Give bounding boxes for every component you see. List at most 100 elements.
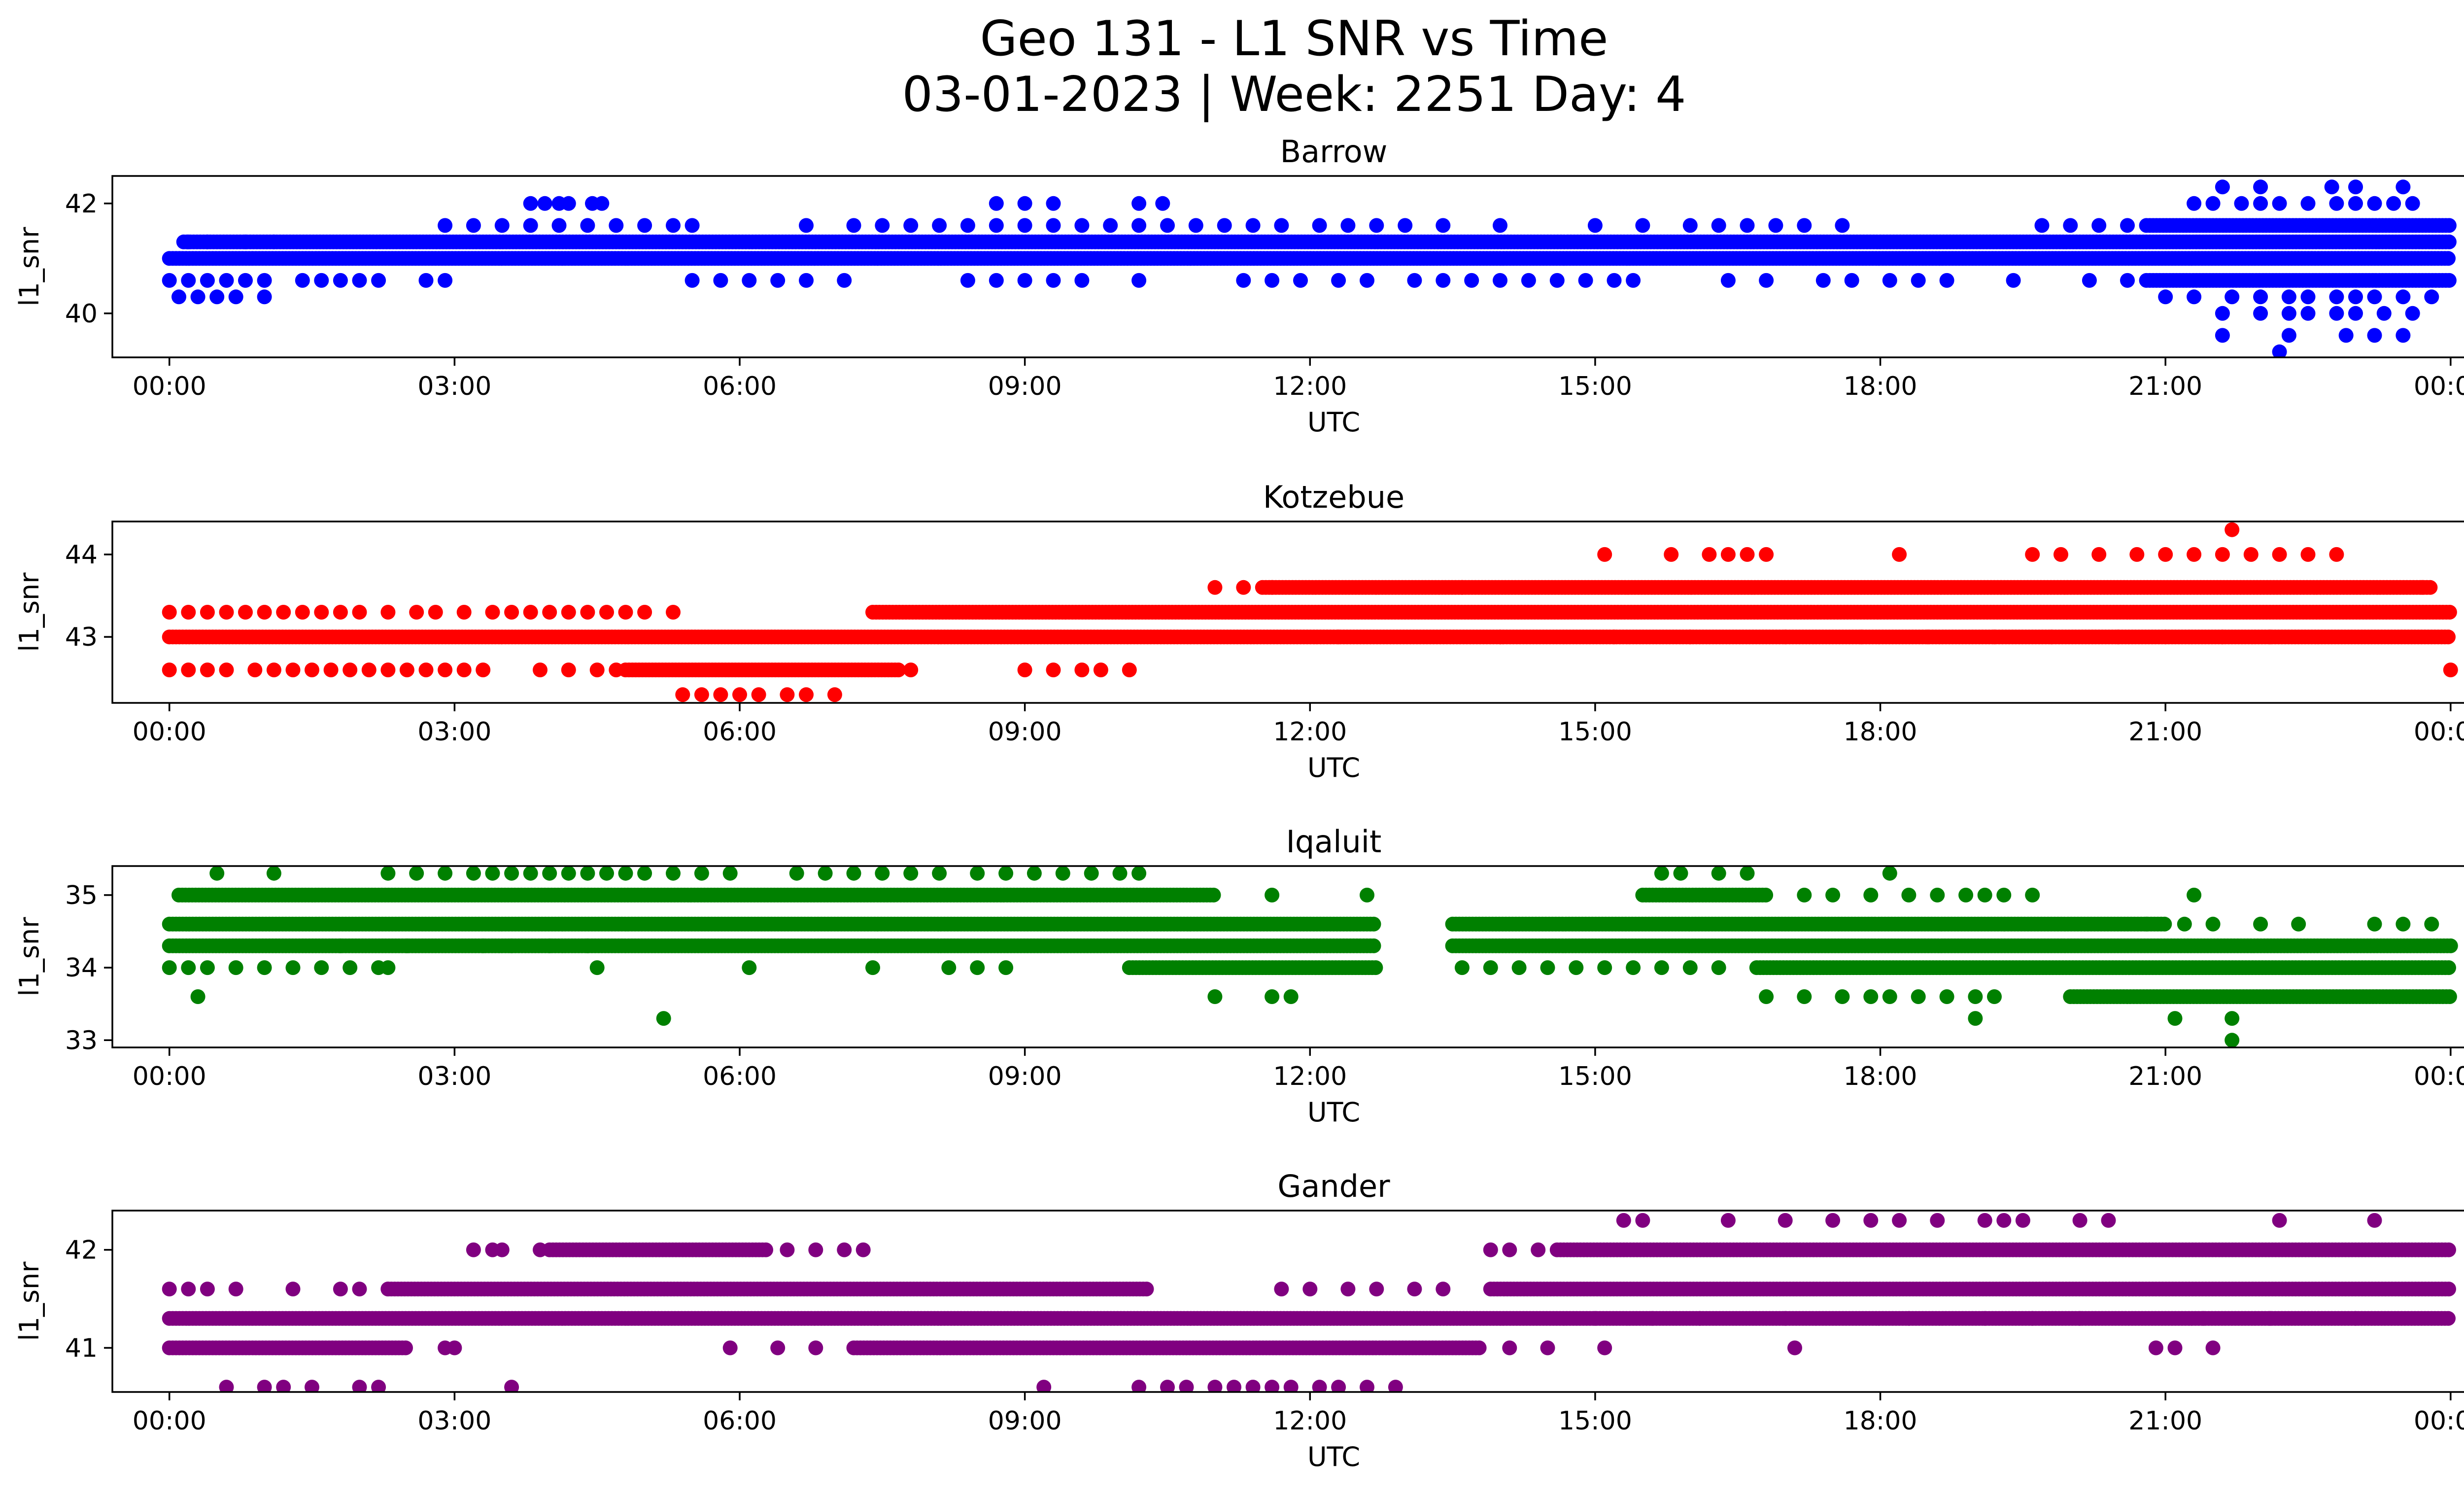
barrow-point xyxy=(200,234,215,249)
barrow-x-tick-label: 21:00 xyxy=(2128,372,2202,401)
kotzebue-point xyxy=(476,662,491,678)
kotzebue-point xyxy=(380,605,396,620)
kotzebue-point xyxy=(181,605,196,620)
barrow-point xyxy=(2215,306,2230,321)
barrow-point xyxy=(1131,218,1147,233)
kotzebue-point xyxy=(1607,629,1622,645)
kotzebue-point xyxy=(1778,629,1793,645)
barrow-point xyxy=(770,273,786,288)
barrow-point xyxy=(2367,289,2382,305)
figure-title-line1: Geo 131 - L1 SNR vs Time xyxy=(980,11,1608,67)
barrow-point xyxy=(1017,218,1032,233)
barrow-point xyxy=(438,273,453,288)
kotzebue-point xyxy=(219,662,234,678)
figure-title-line2: 03-01-2023 | Week: 2251 Day: 4 xyxy=(902,67,1686,123)
barrow-point xyxy=(960,218,975,233)
barrow-point xyxy=(238,273,253,288)
barrow-point xyxy=(2120,218,2135,233)
barrow-point xyxy=(684,218,700,233)
iqaluit-band-3 xyxy=(1122,960,1383,975)
barrow-point xyxy=(1103,218,1118,233)
barrow-point xyxy=(2234,196,2249,211)
kotzebue-point xyxy=(2272,547,2287,562)
barrow-point xyxy=(2396,328,2411,343)
barrow-point xyxy=(2034,218,2050,233)
barrow-point xyxy=(257,289,272,305)
kotzebue-point xyxy=(903,662,919,678)
barrow-point xyxy=(266,234,281,249)
kotzebue-point xyxy=(2262,629,2278,645)
kotzebue-point xyxy=(200,662,215,678)
barrow-point xyxy=(2215,328,2230,343)
kotzebue-point xyxy=(542,605,557,620)
barrow-point xyxy=(1768,218,1783,233)
barrow-point xyxy=(2386,196,2401,211)
kotzebue-point xyxy=(1682,629,1698,645)
barrow-point xyxy=(742,273,757,288)
barrow-point xyxy=(2272,344,2287,357)
barrow-point xyxy=(1607,273,1622,288)
kotzebue-point xyxy=(732,687,747,702)
kotzebue-point xyxy=(1122,662,1137,678)
iqaluit-band-0 xyxy=(171,887,1221,903)
kotzebue-point xyxy=(257,605,272,620)
barrow-point xyxy=(1245,218,1261,233)
kotzebue-point xyxy=(1854,629,1869,645)
kotzebue-point xyxy=(1265,580,1280,595)
subplot-barrow: 00:00 03:00 06:00 09:00 12:00 15:00 18:00 21:00… xyxy=(14,134,2464,438)
barrow-point xyxy=(2348,306,2363,321)
kotzebue-point xyxy=(2129,547,2145,562)
barrow-x-tick-label: 06:00 xyxy=(703,372,777,401)
kotzebue-point xyxy=(2187,547,2202,562)
kotzebue-point xyxy=(1017,662,1032,678)
kotzebue-point xyxy=(533,662,548,678)
kotzebue-y-axis-label: l1_snr xyxy=(14,572,45,652)
barrow-point xyxy=(238,234,253,249)
barrow-point xyxy=(2091,218,2107,233)
barrow-point xyxy=(2348,196,2363,211)
kotzebue-x-tick-label: 06:00 xyxy=(703,717,777,747)
kotzebue-point xyxy=(2158,547,2173,562)
kotzebue-point xyxy=(181,662,196,678)
barrow-point xyxy=(1407,273,1422,288)
kotzebue-point xyxy=(1664,547,1679,562)
barrow-axes-frame xyxy=(111,175,2464,358)
barrow-point xyxy=(2224,289,2240,305)
barrow-point xyxy=(2205,196,2221,211)
kotzebue-point xyxy=(247,662,263,678)
kotzebue-point xyxy=(456,605,472,620)
kotzebue-point xyxy=(238,605,253,620)
barrow-point xyxy=(903,218,919,233)
barrow-point xyxy=(494,218,510,233)
barrow-point xyxy=(209,289,225,305)
barrow-point xyxy=(2441,251,2456,266)
kotzebue-point xyxy=(637,605,652,620)
kotzebue-point xyxy=(1236,580,1251,595)
kotzebue-point xyxy=(2442,605,2457,620)
barrow-band-1 xyxy=(176,234,2457,249)
kotzebue-point xyxy=(162,605,177,620)
barrow-point xyxy=(666,218,681,233)
barrow-point xyxy=(2329,196,2344,211)
kotzebue-point xyxy=(713,687,728,702)
barrow-point xyxy=(989,218,1004,233)
barrow-point xyxy=(2348,179,2363,195)
kotzebue-point xyxy=(580,605,595,620)
kotzebue-point xyxy=(2158,629,2173,645)
barrow-x-tick-label: 00:00 xyxy=(133,372,206,401)
kotzebue-point xyxy=(2091,547,2107,562)
barrow-point xyxy=(2441,234,2457,249)
iqaluit-band-5 xyxy=(1445,938,2458,953)
kotzebue-point xyxy=(305,662,319,678)
kotzebue-point xyxy=(675,687,690,702)
kotzebue-point xyxy=(523,605,538,620)
barrow-point xyxy=(799,273,814,288)
kotzebue-point xyxy=(2044,629,2059,645)
kotzebue-point xyxy=(219,605,234,620)
barrow-point xyxy=(1882,273,1897,288)
kotzebue-point xyxy=(2215,629,2230,645)
barrow-y-axis-label: l1_snr xyxy=(14,227,45,307)
kotzebue-point xyxy=(380,662,396,678)
barrow-point xyxy=(580,218,595,233)
kotzebue-point xyxy=(428,605,443,620)
